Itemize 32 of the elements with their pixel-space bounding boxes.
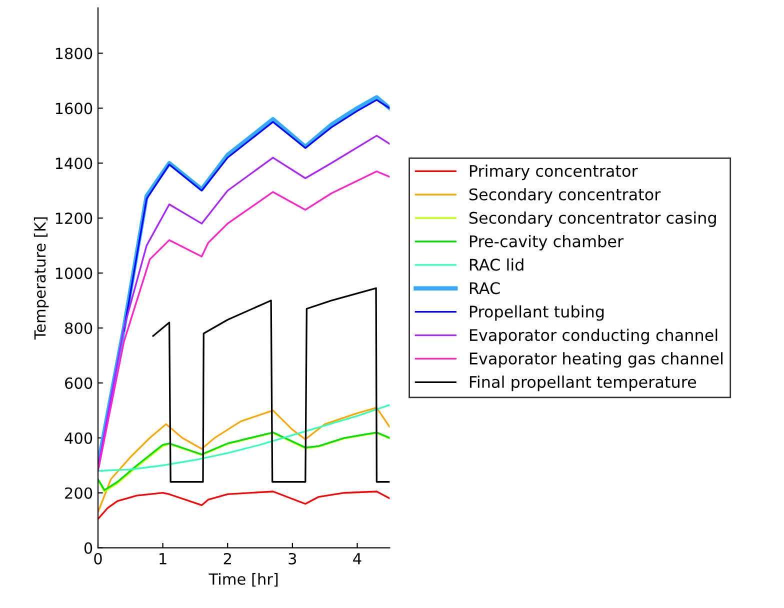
x-tick-label: 1 (160, 553, 166, 564)
y-tick-label: 600 (65, 377, 92, 389)
legend-label: Pre-cavity chamber (470, 234, 624, 250)
legend-label: Secondary concentrator (469, 188, 661, 204)
legend-label: Evaporator heating gas channel (470, 352, 722, 368)
y-tick-label: 1200 (56, 212, 92, 224)
x-tick-label: 3 (288, 552, 296, 564)
legend-label: Primary concentrator (470, 164, 638, 180)
x-tick-label: 2 (224, 552, 231, 564)
line-series (152, 287, 390, 483)
line-series (98, 490, 390, 520)
y-axis-title: Temperature [K] (34, 217, 49, 340)
y-tick-label: 1600 (56, 102, 92, 114)
y-tick-label: 1000 (56, 268, 92, 280)
legend-label: RAC (470, 282, 500, 294)
y-tick-label: 1800 (56, 48, 92, 60)
legend-label: Evaporator conducting channel (470, 328, 718, 344)
x-axis-title: Time [hr] (208, 573, 278, 587)
x-tick-label: 4 (353, 553, 362, 564)
y-tick-label: 200 (65, 487, 92, 499)
y-tick-label: 0 (84, 542, 92, 554)
line-series (98, 406, 390, 513)
line-series (98, 404, 390, 472)
line-series (123, 99, 390, 332)
y-tick-label: 400 (64, 432, 92, 444)
legend-label: RAC lid (470, 258, 524, 271)
x-tick-label: 0 (94, 552, 102, 564)
legend-label: Secondary concentrator casing (469, 212, 716, 227)
y-tick-label: 800 (65, 322, 92, 334)
y-tick-label: 1400 (56, 158, 92, 170)
legend-label: Final propellant temperature (470, 376, 696, 392)
legend-label: Propellant tubing (470, 305, 604, 321)
